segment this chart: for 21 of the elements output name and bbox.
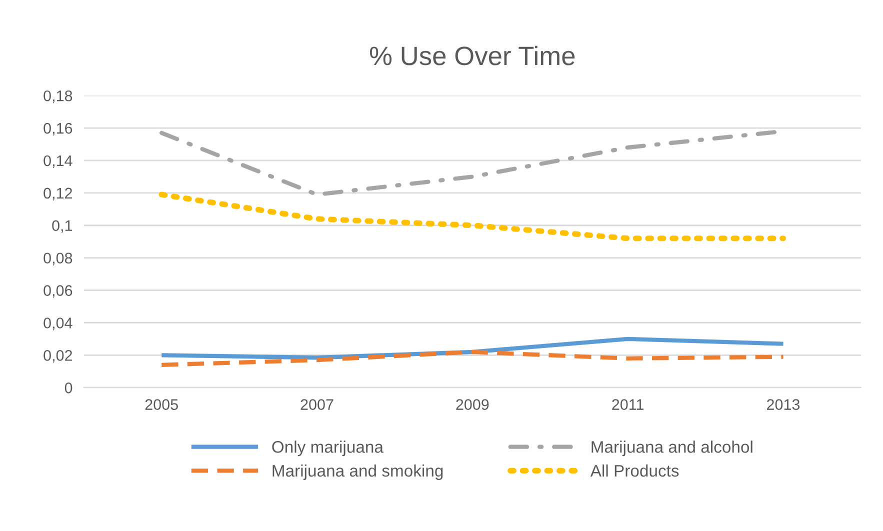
- x-tick-label: 2009: [456, 399, 489, 410]
- y-tick-label: 0: [64, 382, 72, 394]
- legend-label: All Products: [590, 464, 679, 477]
- y-tick-label: 0,14: [44, 155, 72, 168]
- x-tick-label: 2013: [767, 399, 800, 410]
- x-tick-label: 2007: [300, 399, 334, 410]
- y-tick-label: 0,12: [44, 188, 72, 200]
- y-tick-label: 0,06: [44, 285, 72, 298]
- chart-title: % Use Over Time: [370, 46, 575, 66]
- y-tick-label: 0,16: [44, 122, 72, 136]
- y-tick-label: 0,1: [52, 220, 72, 233]
- x-tick-label: 2011: [612, 399, 644, 410]
- y-tick-label: 0,18: [44, 90, 72, 104]
- y-tick-label: 0,02: [44, 350, 72, 363]
- y-tick-label: 0,04: [44, 318, 72, 330]
- y-tick-label: 0,08: [44, 252, 72, 266]
- legend-label: Marijuana and alcohol: [592, 440, 752, 456]
- legend-label: Only marijuana: [272, 440, 384, 456]
- legend-label: Marijuana and smoking: [272, 464, 443, 480]
- x-tick-label: 2005: [145, 399, 178, 410]
- line-series: [160, 350, 786, 367]
